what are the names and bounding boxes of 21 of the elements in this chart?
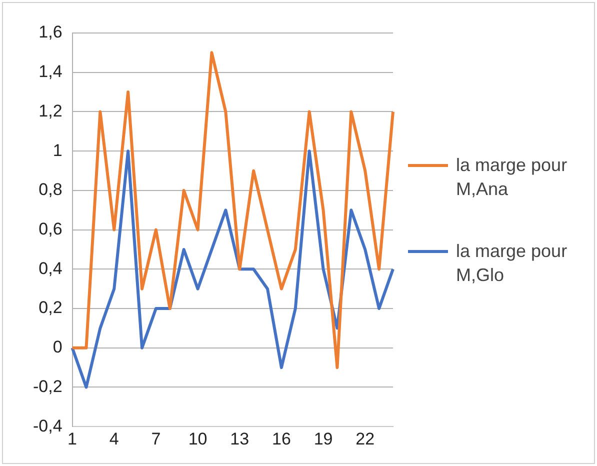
legend-label: la marge pour M,Glo (456, 240, 568, 287)
y-tick-label: 0,6 (38, 219, 62, 238)
x-tick-label: 10 (188, 429, 208, 448)
x-tick-label: 7 (151, 429, 161, 448)
x-tick-label: 16 (272, 429, 291, 448)
legend-label: la marge pour M,Ana (456, 154, 568, 201)
y-tick-label: 0 (52, 338, 62, 357)
y-tick-label: -0,2 (32, 376, 62, 396)
y-tick-label: 1,4 (38, 62, 62, 82)
x-tick-label: 19 (314, 429, 333, 448)
y-tick-label: 1,6 (38, 22, 62, 42)
x-tick-label: 1 (68, 429, 78, 448)
x-tick-label: 13 (230, 429, 250, 448)
x-tick-label: 4 (109, 429, 119, 448)
y-tick-label: 1,2 (38, 101, 62, 120)
y-tick-label: 0,4 (38, 258, 62, 278)
y-tick-label: 0,2 (38, 298, 62, 318)
y-tick-label: 0,8 (38, 180, 62, 200)
y-tick-label: 1 (52, 140, 62, 160)
x-tick-label: 22 (356, 429, 375, 448)
y-tick-label: -0,4 (32, 416, 62, 436)
